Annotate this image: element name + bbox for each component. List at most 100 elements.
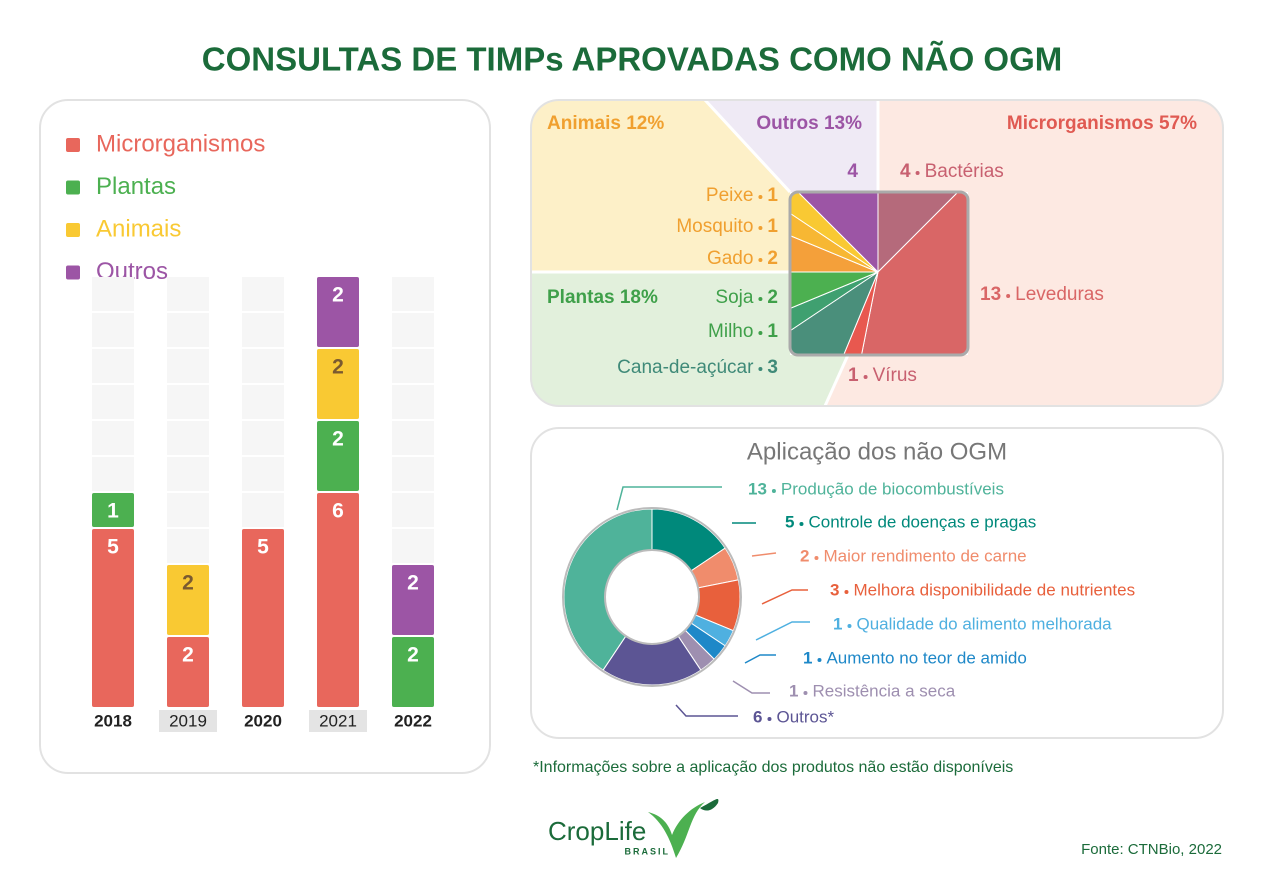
title: CONSULTAS DE TIMPs APROVADAS COMO NÃO OG… <box>202 41 1062 78</box>
outros-region <box>705 100 878 192</box>
x-tick-label: 2018 <box>94 711 132 730</box>
bar-segment <box>92 493 134 527</box>
leader-line <box>732 680 770 694</box>
bar-background-cell <box>92 313 134 347</box>
donut-value: 1 <box>789 681 798 700</box>
leader-line <box>755 621 810 641</box>
separator-dot <box>758 297 763 301</box>
separator-dot <box>1006 294 1011 298</box>
pie-slice <box>790 270 880 355</box>
bar-background-cell <box>242 385 284 419</box>
donut-label: Outros* <box>776 707 834 726</box>
item-value: 1 <box>767 216 778 237</box>
separator-dot <box>847 624 852 628</box>
pie-slice <box>790 210 879 273</box>
donut-value: 1 <box>803 648 812 667</box>
bar-background-cell <box>167 493 209 527</box>
item-label: Leveduras <box>1015 284 1104 305</box>
pie-slice <box>790 271 879 355</box>
item-label: Gado <box>707 248 753 269</box>
item-label: Mosquito <box>676 216 753 237</box>
legend-swatch <box>66 223 80 237</box>
data-label: 2 <box>332 428 344 451</box>
separator <box>823 354 850 406</box>
bar-segment <box>317 349 359 419</box>
leader-line <box>675 704 738 717</box>
separator-dot <box>817 658 822 662</box>
data-label: 5 <box>107 536 119 559</box>
data-label: 1 <box>107 500 119 523</box>
micro-region <box>825 100 1223 406</box>
pie <box>790 192 968 355</box>
leader-line <box>616 486 722 511</box>
pie-slice <box>790 192 879 273</box>
donut-value: 6 <box>753 707 762 726</box>
donut-label: Produção de biocombustíveis <box>781 479 1004 498</box>
separator-dot <box>863 375 868 379</box>
donut-value: 5 <box>785 512 794 531</box>
bar-background-cell <box>242 457 284 491</box>
bar-segment <box>167 637 209 707</box>
item-label: Peixe <box>706 185 754 206</box>
separator-dot <box>758 226 763 230</box>
pie-panel <box>530 99 1224 407</box>
bar-segment <box>392 637 434 707</box>
bar-background-cell <box>92 277 134 311</box>
donut-value: 3 <box>830 580 839 599</box>
bar-segment <box>92 529 134 707</box>
logo: CropLife BRASIL <box>548 798 719 858</box>
bar-segment <box>242 529 284 707</box>
data-label: 2 <box>332 356 344 379</box>
separator-dot <box>767 717 772 721</box>
donut-label: Resistência a seca <box>812 681 955 700</box>
bar-background-cell <box>92 421 134 455</box>
donut-value: 13 <box>748 479 767 498</box>
separator-dot <box>771 489 776 493</box>
item-label: Milho <box>708 321 753 342</box>
x-tick-label: 2020 <box>244 711 282 730</box>
separator-dot <box>758 258 763 262</box>
pie-slice <box>846 192 968 355</box>
pie-slice <box>790 192 879 273</box>
group-label: Microrganismos 57% <box>1007 113 1197 134</box>
item-value: 2 <box>767 248 778 269</box>
leader-line <box>751 552 777 557</box>
donut-value: 1 <box>833 614 842 633</box>
year-label-background <box>309 710 367 732</box>
separator-dot <box>915 171 920 175</box>
separator-dot <box>803 691 808 695</box>
item-label: Soja <box>715 287 753 308</box>
data-label: 2 <box>407 572 419 595</box>
bar-segment <box>167 565 209 635</box>
logo-leaf <box>700 798 719 811</box>
bar-background-cell <box>242 349 284 383</box>
plantas-region <box>531 272 848 406</box>
source: Fonte: CTNBio, 2022 <box>1081 841 1222 858</box>
bar-segment <box>317 421 359 491</box>
pie-slice <box>790 271 879 334</box>
leader-line <box>761 589 808 605</box>
donut-title: Aplicação dos não OGM <box>747 438 1007 465</box>
pie-slice <box>877 192 968 274</box>
data-label: 2 <box>407 644 419 667</box>
donut-label: Maior rendimento de carne <box>823 546 1026 565</box>
legend-swatch <box>66 180 80 195</box>
leader-lines <box>616 486 810 717</box>
item-label: Bactérias <box>925 161 1004 182</box>
bar-segment <box>317 277 359 347</box>
donut-label: Melhora disponibilidade de nutrientes <box>853 580 1135 599</box>
bar-segment <box>392 565 434 635</box>
item-value: 1 <box>848 365 859 386</box>
x-tick-label: 2022 <box>394 711 432 730</box>
donut-value: 2 <box>800 546 809 565</box>
pie-slice <box>790 192 879 274</box>
bar-background-cell <box>92 349 134 383</box>
group-label: Plantas 18% <box>547 287 658 308</box>
separator-dot <box>758 195 763 199</box>
bar-background-cell <box>167 421 209 455</box>
donut-rim <box>562 507 742 687</box>
bar-background-cell <box>392 457 434 491</box>
bar-background-cell <box>242 493 284 527</box>
